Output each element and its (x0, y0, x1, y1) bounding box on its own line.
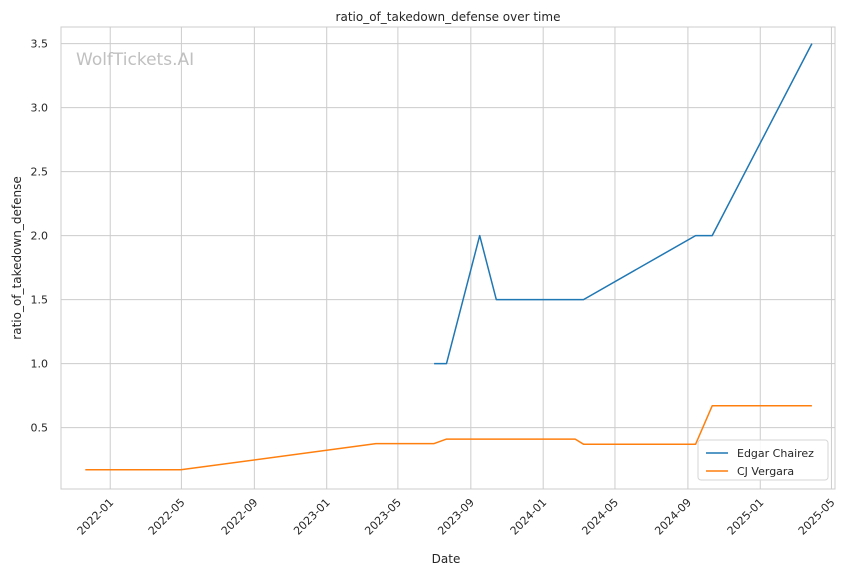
y-tick-label: 2.5 (31, 166, 49, 179)
series-lines (85, 43, 813, 471)
legend: Edgar Chairez CJ Vergara (697, 439, 829, 481)
x-tick-labels: 2022-01 2022-05 2022-09 2023-01 2023-05 2023-… (75, 496, 838, 538)
y-tick-label: 0.5 (31, 422, 49, 435)
y-tick-label: 3.0 (31, 102, 49, 115)
series-line-cj-vergara (85, 405, 812, 471)
y-tick-labels: 0.5 1.0 1.5 2.0 2.5 3.0 3.5 (31, 38, 49, 435)
x-tick-label: 2024-05 (579, 496, 621, 538)
x-tick-label: 2024-01 (508, 496, 550, 538)
x-tick-label: 2022-01 (75, 496, 117, 538)
x-tick-label: 2024-09 (652, 496, 694, 538)
x-tick-label: 2023-09 (435, 496, 477, 538)
y-tick-label: 1.0 (31, 358, 49, 371)
legend-label: Edgar Chairez (737, 447, 814, 460)
x-tick-label: 2023-01 (291, 496, 333, 538)
x-tick-label: 2022-09 (219, 496, 261, 538)
x-tick-label: 2023-05 (362, 496, 404, 538)
watermark: WolfTickets.AI (76, 50, 194, 70)
legend-frame (697, 439, 829, 481)
y-tick-label: 1.5 (31, 294, 49, 307)
y-tick-label: 2.0 (31, 230, 49, 243)
x-tick-label: 2025-05 (796, 496, 838, 538)
chart-title: ratio_of_takedown_defense over time (336, 10, 561, 24)
grid (61, 27, 835, 489)
legend-label: CJ Vergara (737, 465, 794, 478)
x-tick-label: 2025-01 (725, 496, 767, 538)
y-axis-label: ratio_of_takedown_defense (10, 176, 24, 339)
x-tick-label: 2022-05 (146, 496, 188, 538)
series-line-edgar-chairez (434, 43, 813, 365)
x-axis-label: Date (432, 552, 461, 566)
plot-area-frame (60, 26, 836, 490)
y-tick-label: 3.5 (31, 38, 49, 51)
